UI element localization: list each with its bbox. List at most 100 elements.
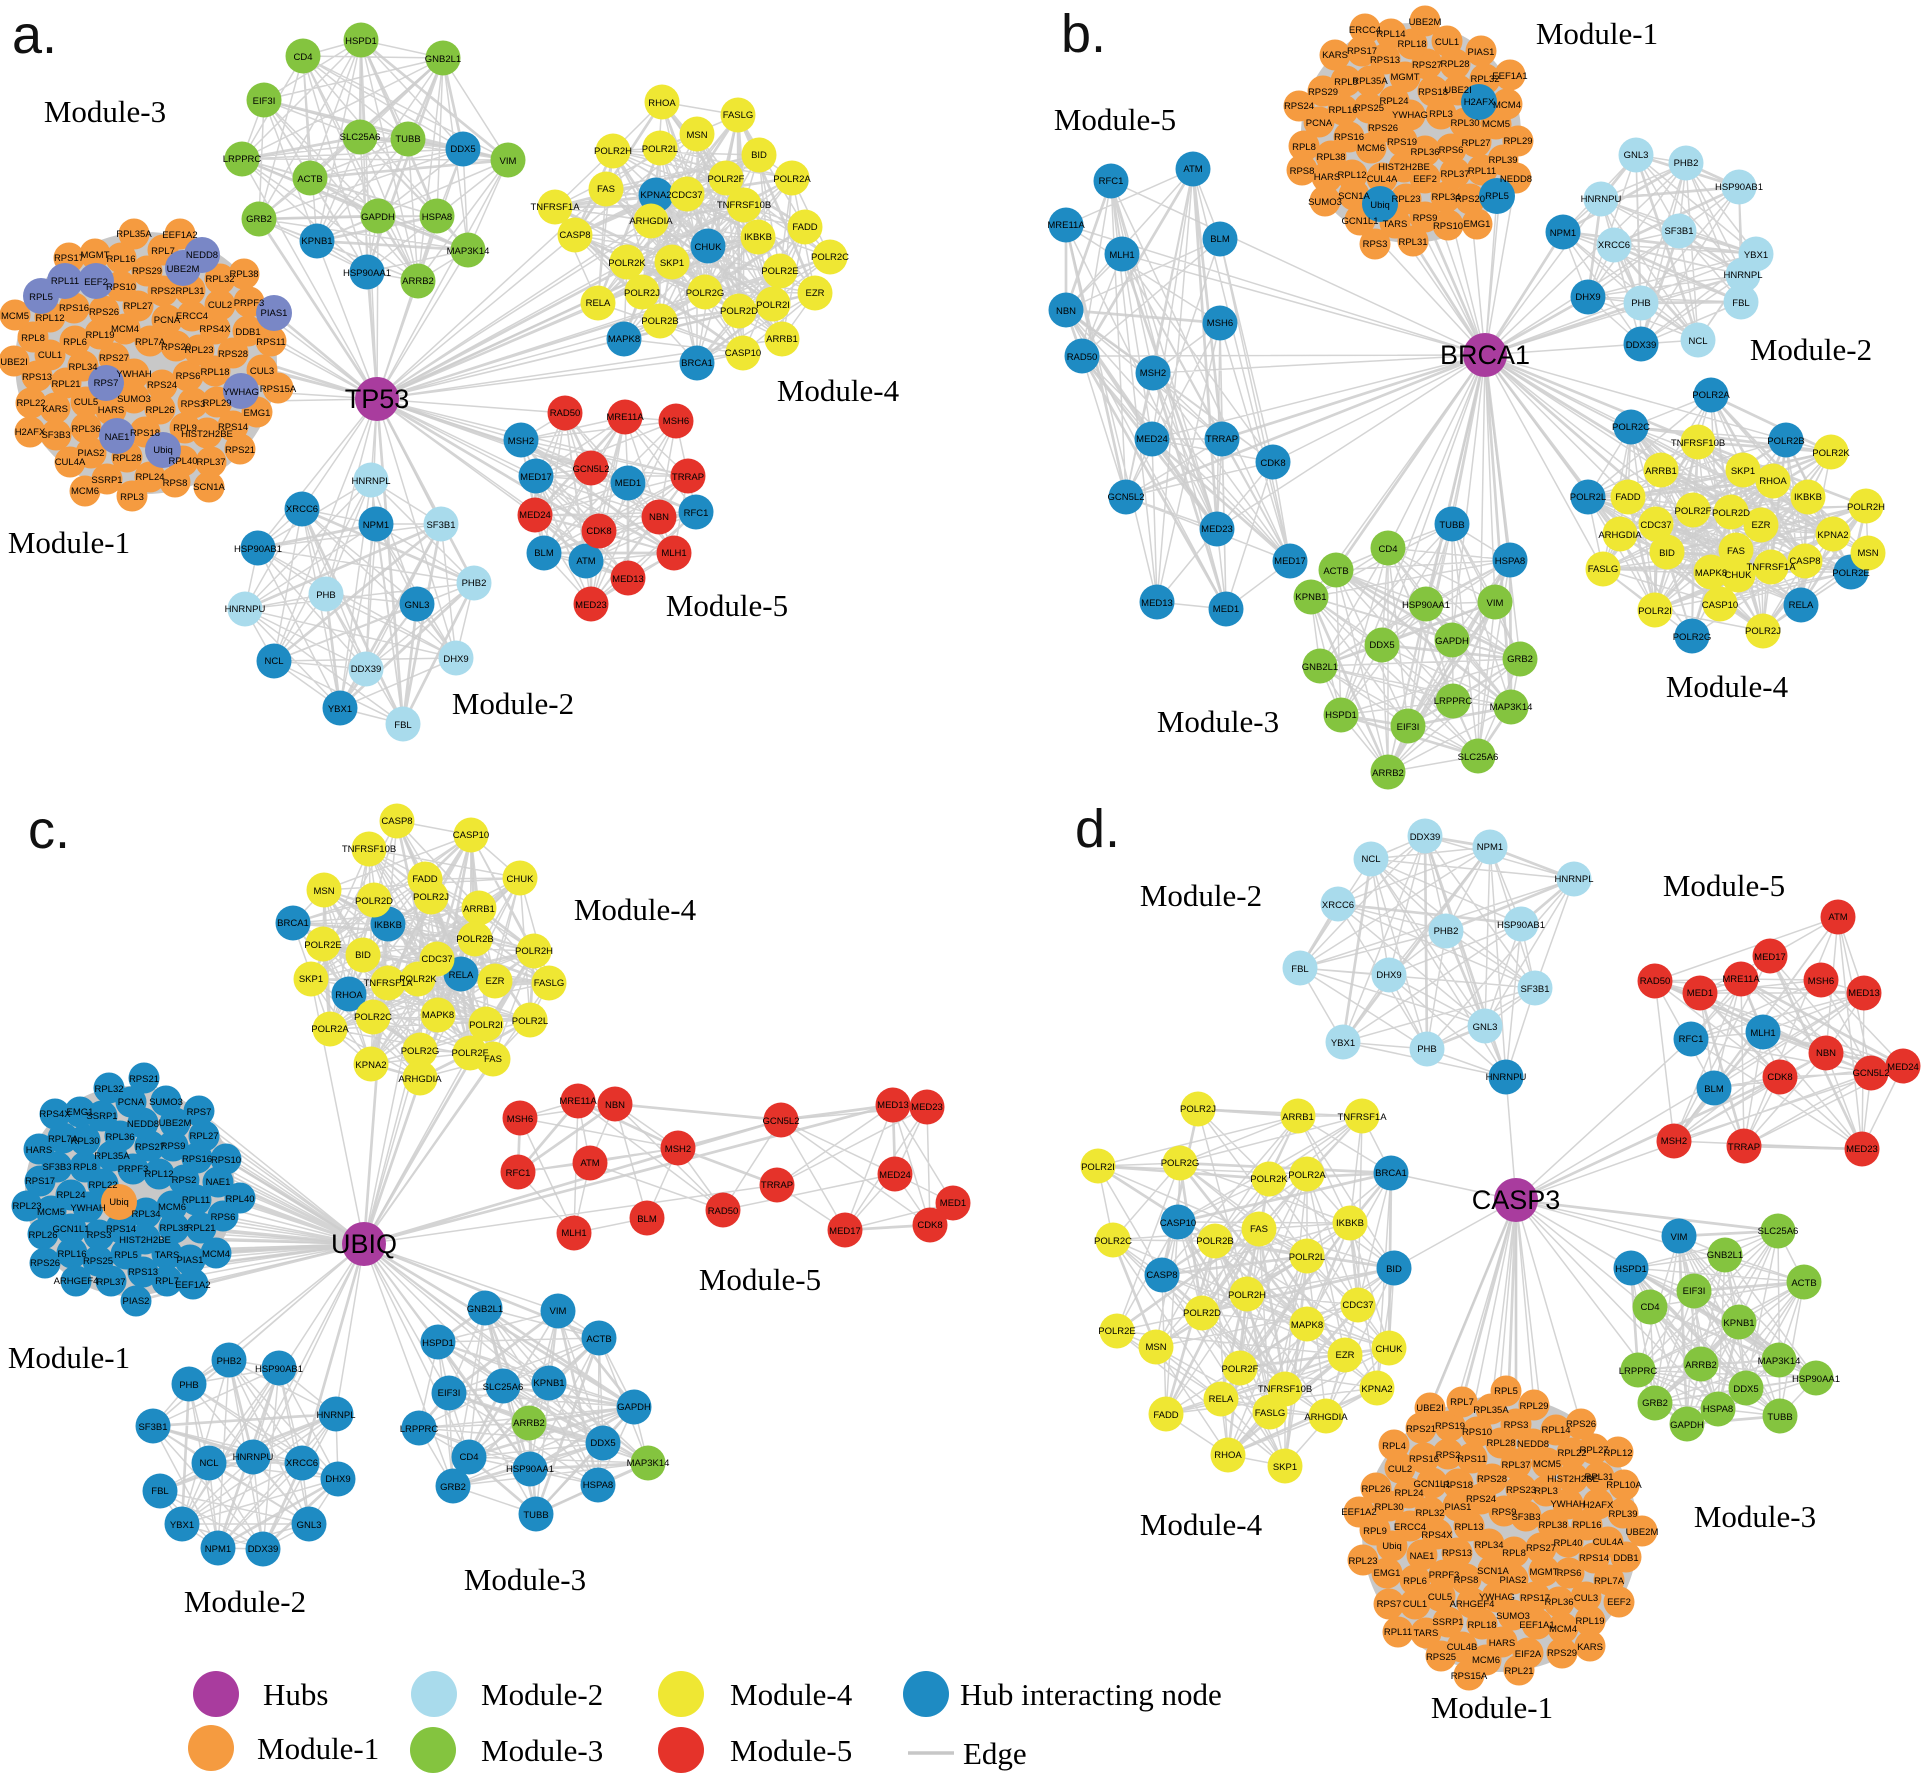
svg-text:HSPD1: HSPD1 [345,36,377,47]
svg-text:MSH2: MSH2 [665,1144,691,1155]
svg-text:SKP1: SKP1 [660,258,684,269]
svg-text:RPL12: RPL12 [1337,170,1366,181]
svg-text:ARRB1: ARRB1 [1282,1112,1314,1123]
svg-text:RPL28: RPL28 [1486,1438,1515,1449]
svg-text:NAE1: NAE1 [206,1177,231,1188]
svg-text:RPL28: RPL28 [1440,59,1469,70]
svg-text:CUL4A: CUL4A [1593,1537,1624,1548]
svg-text:RPL37: RPL37 [96,1277,125,1288]
svg-text:BID: BID [751,150,767,161]
svg-text:BID: BID [355,950,371,961]
svg-text:PIAS1: PIAS1 [1468,47,1495,58]
svg-text:MGMT: MGMT [80,250,109,261]
svg-text:HARS: HARS [1489,1638,1515,1649]
svg-text:MSH6: MSH6 [507,1114,533,1125]
svg-text:FAS: FAS [484,1054,502,1065]
svg-text:RPL6: RPL6 [63,337,87,348]
svg-text:HNRNPU: HNRNPU [225,604,266,615]
svg-text:Module-1: Module-1 [8,1340,130,1375]
svg-text:SSRP1: SSRP1 [86,1111,117,1122]
svg-text:RPL34: RPL34 [68,362,97,373]
svg-text:H2AFX: H2AFX [1464,97,1495,108]
svg-text:CD4: CD4 [1378,544,1397,555]
svg-text:RPL7: RPL7 [1450,1397,1474,1408]
svg-text:MCM4: MCM4 [1549,1624,1577,1635]
svg-text:RHOA: RHOA [335,990,363,1001]
svg-text:XRCC6: XRCC6 [1598,240,1630,251]
svg-text:HNRNPL: HNRNPL [1554,874,1593,885]
svg-text:CHUK: CHUK [1376,1344,1404,1355]
svg-text:RPL23: RPL23 [1348,1556,1377,1567]
svg-text:RPS18: RPS18 [1443,1480,1473,1491]
svg-text:RPL11: RPL11 [1468,166,1496,177]
svg-text:YWHAH: YWHAH [1550,1499,1586,1510]
svg-text:Module-3: Module-3 [464,1562,586,1597]
svg-text:POLR2L: POLR2L [1289,1252,1325,1263]
svg-text:YWHAG: YWHAG [1479,1592,1515,1603]
svg-text:MCM6: MCM6 [1472,1655,1500,1666]
svg-text:CUL4B: CUL4B [1447,1642,1478,1653]
svg-text:EZR: EZR [806,288,825,299]
svg-text:POLR2L: POLR2L [1570,492,1606,503]
svg-text:GAPDH: GAPDH [617,1402,651,1413]
svg-text:PIAS1: PIAS1 [261,308,288,319]
svg-text:RPL14: RPL14 [1541,1425,1570,1436]
svg-text:IKBKB: IKBKB [744,232,772,243]
svg-text:RPS17: RPS17 [1347,46,1377,57]
svg-text:NCL: NCL [199,1458,218,1469]
svg-text:TUBB: TUBB [523,1510,548,1521]
svg-text:RPL16: RPL16 [1572,1520,1601,1531]
svg-text:GNL3: GNL3 [405,600,430,611]
svg-text:a.: a. [12,5,57,65]
svg-text:RFC1: RFC1 [506,1168,531,1179]
svg-text:MED1: MED1 [1687,988,1713,999]
svg-text:POLR2A: POLR2A [1288,1170,1326,1181]
svg-text:GNB2L1: GNB2L1 [425,54,461,65]
svg-text:HNRNPL: HNRNPL [316,1410,355,1421]
svg-text:SCN1A: SCN1A [1477,1566,1509,1577]
svg-text:YWHAH: YWHAH [70,1203,106,1214]
svg-text:RPL5: RPL5 [114,1250,138,1261]
svg-text:TUBB: TUBB [1767,1412,1792,1423]
svg-text:TARS: TARS [1414,1628,1439,1639]
svg-text:RPL29: RPL29 [1519,1401,1548,1412]
svg-text:FAS: FAS [1250,1224,1268,1235]
svg-text:DHX9: DHX9 [1376,970,1401,981]
svg-text:RPS10: RPS10 [1462,1427,1492,1438]
svg-text:MGMT: MGMT [1529,1567,1558,1578]
svg-text:GAPDH: GAPDH [361,212,395,223]
svg-text:RPL30: RPL30 [70,1136,99,1147]
svg-text:Module-5: Module-5 [699,1262,821,1297]
svg-text:CUL4A: CUL4A [55,457,86,468]
svg-text:EEF2: EEF2 [1607,1597,1631,1608]
svg-text:EIF3I: EIF3I [253,96,276,107]
svg-text:MRE11A: MRE11A [606,412,644,423]
svg-text:TP53: TP53 [345,384,410,414]
svg-text:SKP1: SKP1 [299,974,323,985]
svg-text:KPNA2: KPNA2 [355,1060,386,1071]
svg-text:RPS6: RPS6 [211,1212,236,1223]
svg-text:ARRB1: ARRB1 [1645,466,1677,477]
svg-text:CUL1: CUL1 [38,350,62,361]
svg-text:YBX1: YBX1 [1331,1038,1355,1049]
svg-text:POLR2A: POLR2A [1692,390,1730,401]
svg-text:MAPK8: MAPK8 [1291,1320,1323,1331]
svg-text:RFC1: RFC1 [684,508,709,519]
svg-text:CUL3: CUL3 [250,366,274,377]
svg-text:PCNA: PCNA [118,1097,145,1108]
svg-text:PCNA: PCNA [154,315,181,326]
svg-text:NBN: NBN [649,512,669,523]
svg-text:RPS10: RPS10 [1433,221,1463,232]
svg-text:RPL24: RPL24 [135,472,164,483]
svg-text:POLR2D: POLR2D [1712,508,1750,519]
svg-text:RPL5: RPL5 [1485,191,1509,202]
svg-text:KARS: KARS [1577,1642,1603,1653]
svg-text:Ubiq: Ubiq [1370,200,1390,211]
svg-text:RPS9: RPS9 [161,1141,186,1152]
svg-text:RPL10A: RPL10A [1606,1480,1642,1491]
svg-text:UBE2I: UBE2I [1416,1403,1443,1414]
svg-text:SUMO3: SUMO3 [1308,197,1342,208]
svg-text:RPL23: RPL23 [12,1201,41,1212]
svg-text:TRRAP: TRRAP [761,1180,793,1191]
svg-text:CASP8: CASP8 [381,816,412,827]
